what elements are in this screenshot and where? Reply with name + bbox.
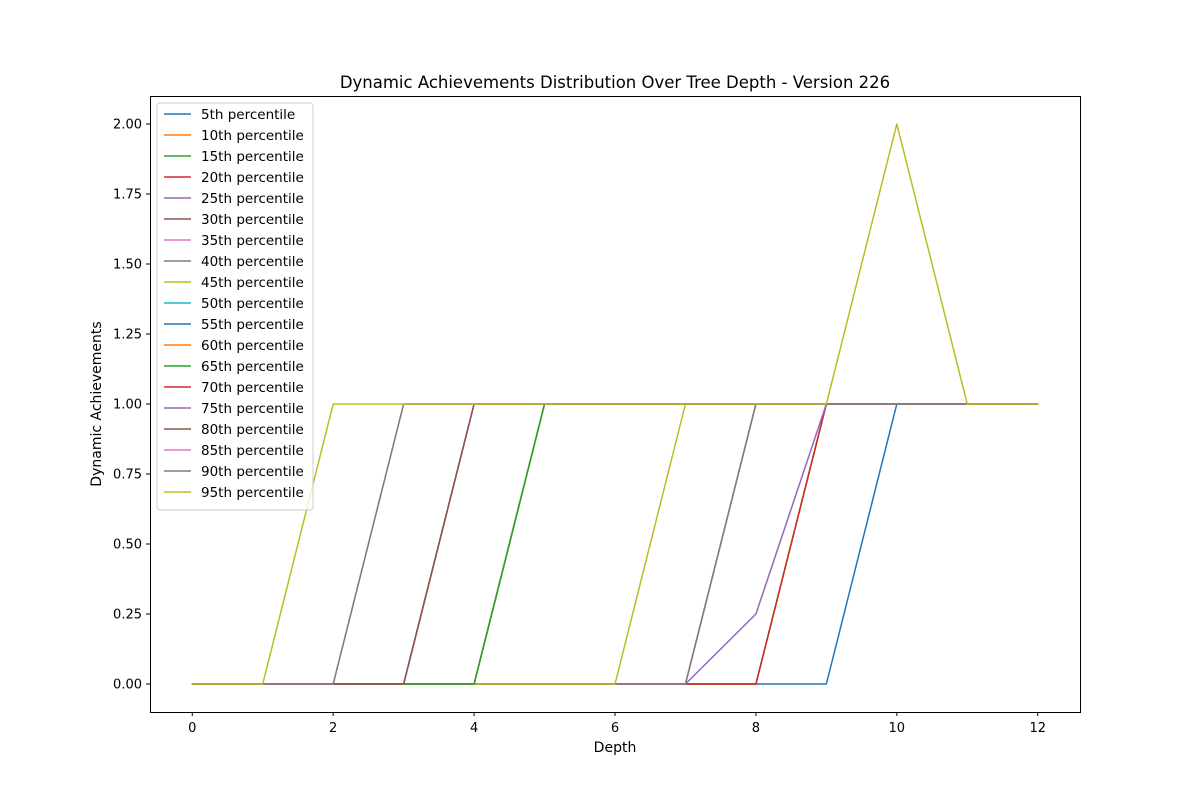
- legend-label: 55th percentile: [201, 317, 304, 333]
- legend-label: 65th percentile: [201, 359, 304, 375]
- y-tick-label: 1.00: [113, 398, 142, 413]
- y-axis-label: Dynamic Achievements: [89, 321, 105, 486]
- legend-label: 30th percentile: [201, 212, 304, 228]
- x-tick-label: 10: [889, 721, 906, 736]
- x-tick-label: 6: [611, 721, 619, 736]
- legend-label: 45th percentile: [201, 275, 304, 291]
- y-tick-label: 1.75: [113, 188, 142, 203]
- x-tick-label: 4: [470, 721, 478, 736]
- legend-label: 35th percentile: [201, 233, 304, 249]
- legend-label: 15th percentile: [201, 149, 304, 165]
- legend-label: 40th percentile: [201, 254, 304, 270]
- series-layer: [191, 123, 1039, 685]
- legend-label: 70th percentile: [201, 380, 304, 396]
- legend-label: 90th percentile: [201, 464, 304, 480]
- legend-label: 80th percentile: [201, 422, 304, 438]
- legend-label: 95th percentile: [201, 485, 304, 501]
- y-tick-label: 1.25: [113, 328, 142, 343]
- x-tick-label: 2: [329, 721, 337, 736]
- y-tick-label: 0.75: [113, 468, 142, 483]
- legend-label: 25th percentile: [201, 191, 304, 207]
- x-axis: 0 2 4 6 8 10 12: [188, 712, 1046, 736]
- legend-label: 20th percentile: [201, 170, 304, 186]
- y-tick-label: 0.25: [113, 608, 142, 623]
- x-tick-label: 0: [188, 721, 196, 736]
- legend-label: 75th percentile: [201, 401, 304, 417]
- series-line-19: [191, 123, 1039, 685]
- x-tick-label: 8: [752, 721, 760, 736]
- y-tick-label: 2.00: [113, 118, 142, 133]
- legend-label: 60th percentile: [201, 338, 304, 354]
- y-tick-label: 0.00: [113, 678, 142, 693]
- x-tick-label: 12: [1029, 721, 1046, 736]
- y-tick-label: 1.50: [113, 258, 142, 273]
- legend-box: [156, 102, 314, 511]
- legend-label: 5th percentile: [201, 107, 295, 123]
- y-axis: 0.00 0.25 0.50 0.75 1.00 1.25 1.50 1.75 2.00: [113, 118, 150, 693]
- legend-label: 85th percentile: [201, 443, 304, 459]
- legend: 5th percentile 10th percentile 15th percen…: [156, 102, 314, 511]
- legend-label: 10th percentile: [201, 128, 304, 144]
- x-axis-label: Depth: [594, 740, 637, 756]
- chart-title: Dynamic Achievements Distribution Over T…: [340, 73, 890, 92]
- y-tick-label: 0.50: [113, 538, 142, 553]
- legend-label: 50th percentile: [201, 296, 304, 312]
